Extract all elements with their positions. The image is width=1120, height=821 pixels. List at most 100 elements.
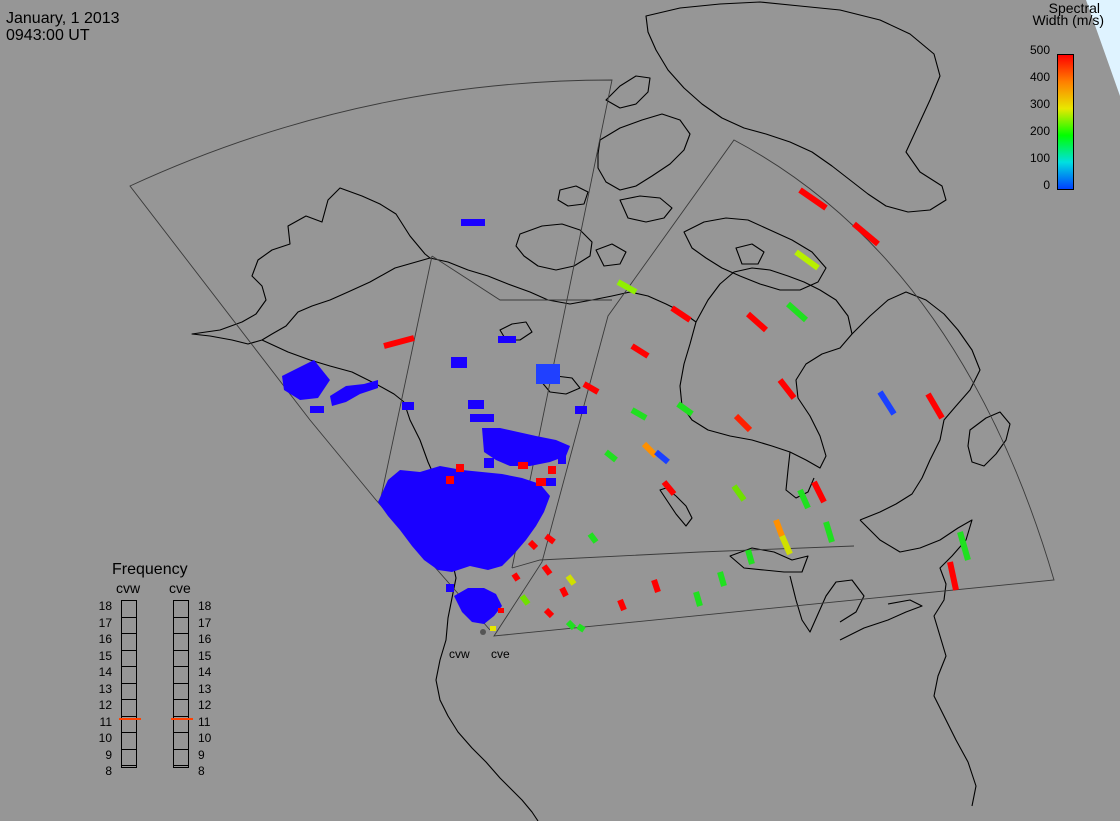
cve-cell <box>541 564 553 576</box>
cve-cell <box>527 539 539 551</box>
frequency-tick: 15 <box>98 648 112 663</box>
cve-scatter <box>383 187 971 633</box>
colorbar-tick: 0 <box>1043 178 1050 192</box>
frequency-tick: 18 <box>98 599 112 613</box>
frequency-tick: 16 <box>98 632 112 646</box>
corner-decoration <box>1086 0 1120 96</box>
date-label: January, 1 2013 <box>6 10 120 27</box>
frequency-gridline <box>174 748 188 750</box>
frequency-gridline <box>174 682 188 684</box>
cvw-fov <box>129 79 613 631</box>
cve-cell <box>604 449 618 463</box>
cve-cell <box>733 413 753 433</box>
cvw-cell <box>518 462 528 469</box>
cvw-patch <box>282 360 330 400</box>
colorbar-title: Spectral <box>1048 0 1100 16</box>
cve-cell <box>565 574 577 586</box>
maritimes-coast <box>859 519 977 807</box>
cvw-cell <box>536 478 546 486</box>
frequency-tick: 17 <box>98 615 112 630</box>
cvw-cell <box>456 464 464 472</box>
frequency-gridline <box>174 649 188 651</box>
colorbar-tick: 100 <box>1029 151 1050 165</box>
cvw-patch <box>378 466 550 572</box>
cve-cell <box>693 591 703 607</box>
frequency-tick: 12 <box>98 698 112 712</box>
greenland-west <box>605 75 651 109</box>
frequency-tick: 17 <box>198 615 212 630</box>
cve-cell <box>511 572 521 582</box>
arctic-island-1 <box>557 185 589 207</box>
lake-winnipeg <box>659 487 693 527</box>
frequency-tick: 11 <box>99 714 112 729</box>
colorbar-scale <box>1057 54 1074 190</box>
victoria-island <box>515 223 593 271</box>
cvw-fov-inner <box>379 255 433 503</box>
cve-cell <box>777 378 797 400</box>
cve-cell <box>651 579 661 593</box>
cve-cell <box>661 480 677 496</box>
arctic-coast <box>429 257 697 323</box>
newfoundland <box>967 411 1011 467</box>
cvw-cell <box>446 584 454 592</box>
frequency-cvw-gauge <box>119 600 141 768</box>
frequency-tick: 9 <box>105 747 112 762</box>
ellesmere-island <box>597 113 691 191</box>
cvw-cell <box>461 219 485 226</box>
cvw-cell <box>546 478 556 486</box>
cve-cell <box>746 311 768 333</box>
cve-cell <box>877 390 897 416</box>
cve-cell <box>773 518 785 538</box>
colorbar-tick: 500 <box>1029 43 1050 57</box>
cvw-cell <box>451 357 467 368</box>
frequency-gridline <box>174 732 188 733</box>
frequency-gridline <box>122 715 136 717</box>
frequency-gridline <box>122 699 136 700</box>
cve-cell <box>745 549 755 565</box>
cve-cell <box>731 484 747 502</box>
cvw-cell <box>536 364 560 384</box>
lake-erie-ontario <box>839 599 923 641</box>
cve-cell <box>559 586 569 598</box>
cvw-cell <box>498 336 516 343</box>
cvw-cell <box>446 476 454 484</box>
frequency-tick: 10 <box>98 731 112 745</box>
baffin-island <box>683 217 827 291</box>
cvw-cell <box>498 608 504 613</box>
frequency-gridline <box>174 666 188 667</box>
frequency-gridline <box>122 732 136 733</box>
site-label-cve: cve <box>491 647 510 661</box>
frequency-cve-gauge <box>171 600 193 768</box>
cve-cell <box>811 480 827 504</box>
cvw-cell <box>548 466 556 474</box>
cve-cell <box>957 531 971 561</box>
frequency-gridline <box>122 748 136 750</box>
frequency-tick: 12 <box>198 698 212 712</box>
cve-cell <box>852 221 880 247</box>
cvw-patch <box>482 428 570 466</box>
cvw-cell <box>575 406 587 414</box>
cve-cell <box>543 607 555 619</box>
colorbar-unit: Width (m/s) <box>1032 12 1104 28</box>
frequency-gridline <box>122 682 136 684</box>
colorbar-tick: 300 <box>1029 97 1050 111</box>
cve-cell <box>630 343 650 359</box>
cvw-cell <box>490 626 496 631</box>
lake-superior <box>729 547 809 573</box>
cve-cell <box>786 301 808 323</box>
frequency-gridline <box>122 649 136 651</box>
cve-cell <box>630 407 648 421</box>
cve-cell <box>798 187 828 211</box>
radar-site-marker <box>480 629 486 635</box>
cvw-cell <box>310 406 324 413</box>
frequency-tick: 10 <box>198 731 212 745</box>
greenland <box>645 1 947 213</box>
frequency-gridline <box>174 765 188 766</box>
frequency-marker <box>119 718 141 721</box>
frequency-gridline <box>122 633 136 634</box>
frequency-title: Frequency <box>112 561 188 578</box>
frequency-cve-label: cve <box>169 580 191 596</box>
frequency-marker <box>171 718 193 721</box>
cvw-patch <box>330 380 378 406</box>
cve-cell <box>823 521 835 543</box>
